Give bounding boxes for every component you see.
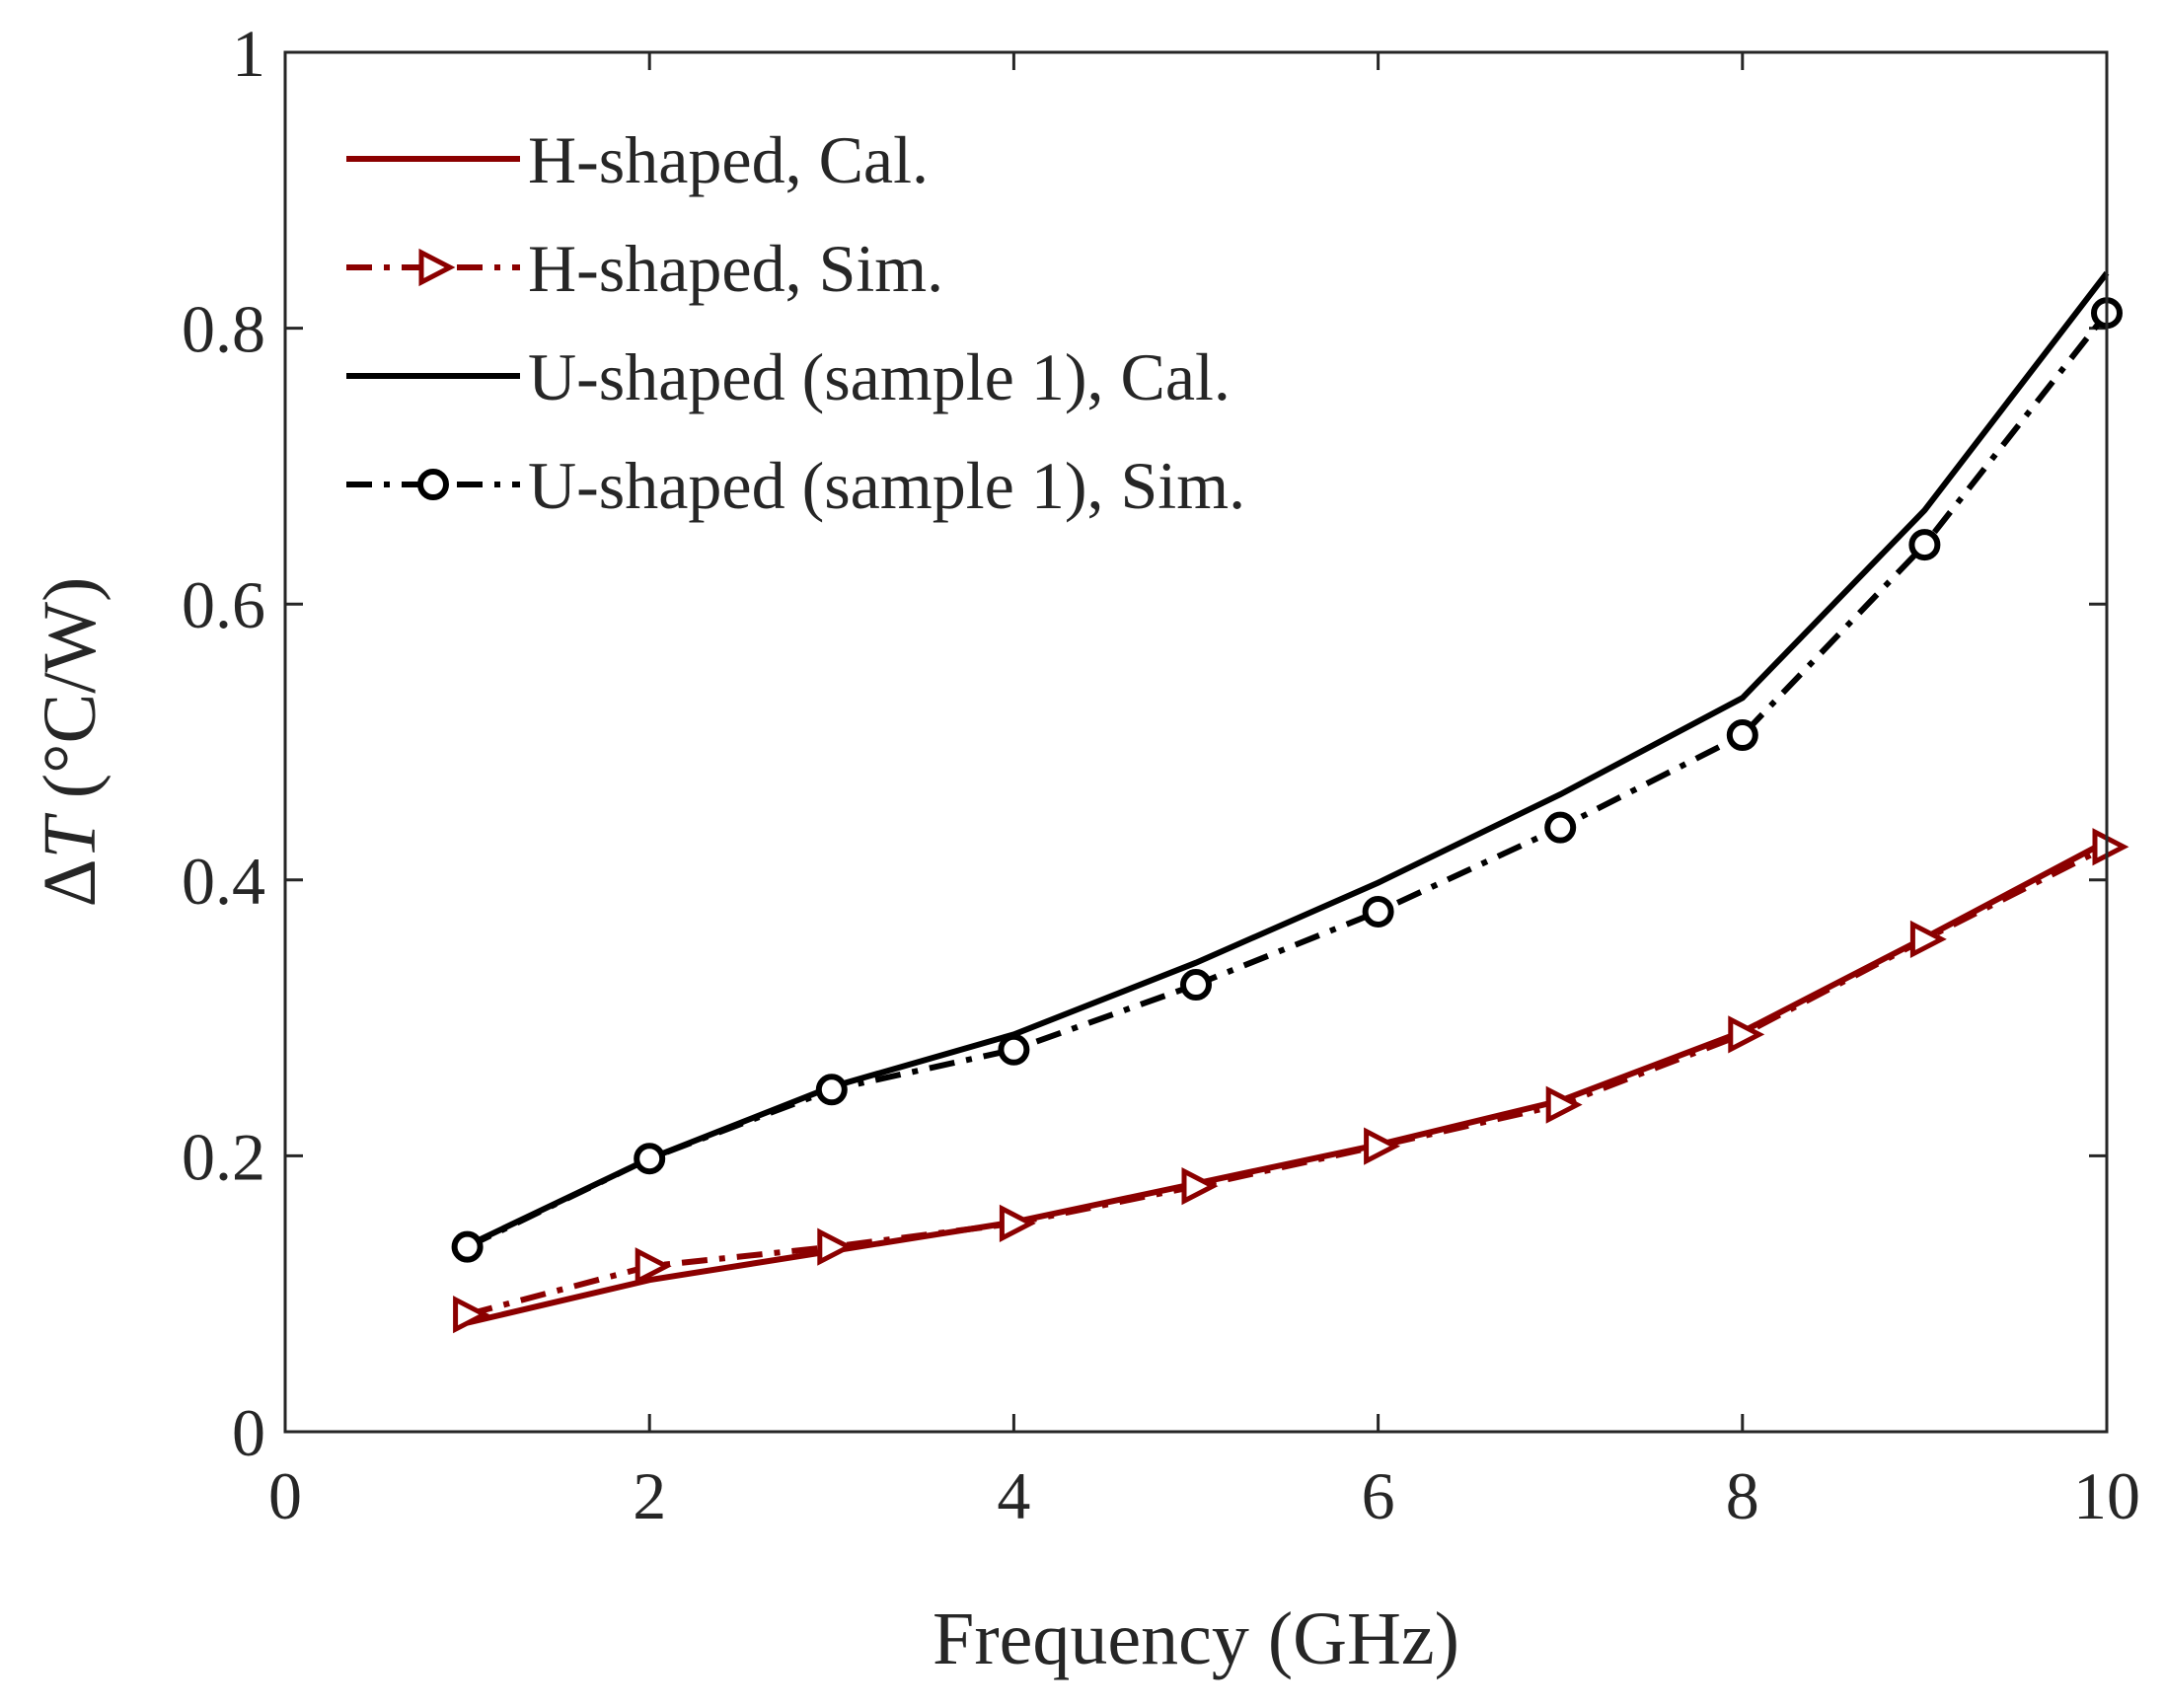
data-point-marker [634,1143,666,1175]
data-point-marker [999,1204,1036,1243]
series-3 [466,270,2110,1249]
data-point-marker [1364,1127,1401,1165]
y-tick-label: 1 [232,16,265,91]
data-point-marker [1728,1015,1765,1054]
data-point-marker [815,1074,848,1106]
data-point-marker [451,1230,484,1263]
series-line [466,311,2110,1250]
legend-entry: H-shaped, Sim. [346,231,943,306]
x-tick-label: 4 [997,1458,1030,1533]
data-point-marker [1909,920,1947,959]
y-axis-label-symbol: T [29,812,112,858]
legend-label: H-shaped, Cal. [528,122,929,197]
series-4 [451,297,2123,1263]
data-point-marker [998,1033,1030,1066]
series-1 [466,839,2109,1326]
y-tick-label: 0.6 [182,567,265,642]
legend-marker-sample [417,469,449,500]
x-axis-label: Frequency (GHz) [933,1597,1459,1680]
data-point-marker [1726,719,1758,752]
data-point-marker [1362,895,1394,928]
data-point-marker [1908,529,1941,561]
x-tick-label: 6 [1362,1458,1395,1533]
data-point-marker [1181,1167,1219,1206]
x-tick-label: 0 [268,1458,302,1533]
legend-entry: H-shaped, Cal. [346,122,929,197]
y-tick-label: 0.8 [182,292,265,367]
y-axis-label: ΔT (°C/W) [29,577,112,908]
plot-series [451,270,2129,1334]
series-line [466,844,2109,1318]
y-axis-ticks: 0 0.2 0.4 0.6 0.8 1 [182,16,2107,1470]
legend-entry: U-shaped (sample 1), Cal. [346,339,1231,414]
data-point-marker [1180,969,1212,1002]
plot-frame [283,50,2109,1434]
legend-label: U-shaped (sample 1), Sim. [528,448,1245,523]
legend-label: U-shaped (sample 1), Cal. [528,339,1231,414]
data-point-marker [1544,811,1577,844]
data-point-marker [2092,828,2129,866]
y-tick-label: 0 [232,1395,265,1470]
data-point-marker [1545,1085,1583,1124]
y-axis-label-unit: (°C/W) [29,577,112,818]
series-2 [453,828,2129,1334]
series-line [466,270,2110,1249]
x-axis-ticks: 0 2 4 6 8 10 [268,52,2140,1533]
series-line [466,839,2109,1326]
legend-marker-sample [418,248,456,287]
data-point-marker [453,1296,490,1334]
y-tick-label: 0.4 [182,844,265,919]
y-tick-label: 0.2 [182,1119,265,1194]
legend: H-shaped, Cal. H-shaped, Sim. U-shaped (sa… [346,122,1245,523]
x-tick-label: 8 [1726,1458,1759,1533]
x-tick-label: 10 [2073,1458,2140,1533]
legend-label: H-shaped, Sim. [528,231,943,306]
x-tick-label: 2 [633,1458,666,1533]
legend-entry: U-shaped (sample 1), Sim. [346,448,1245,523]
data-point-marker [635,1247,672,1286]
y-axis-label-delta: Δ [29,858,112,907]
data-point-marker [817,1227,855,1266]
